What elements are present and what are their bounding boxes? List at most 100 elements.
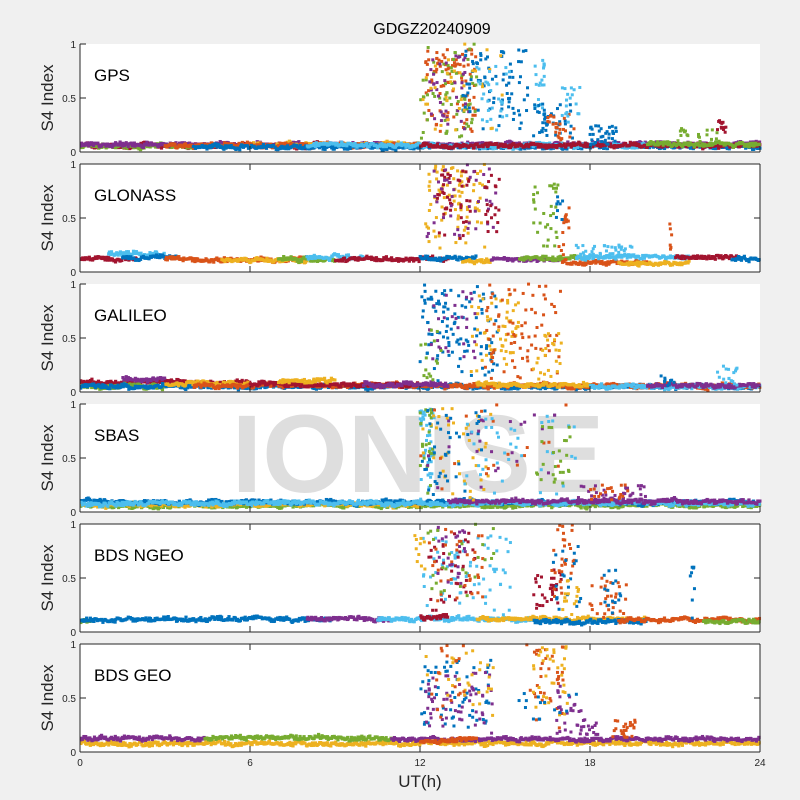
data-point: [228, 142, 232, 146]
data-point: [476, 200, 480, 204]
data-point: [432, 221, 436, 225]
data-point: [645, 145, 649, 149]
data-point: [539, 257, 543, 262]
data-point: [295, 259, 299, 263]
data-point: [120, 380, 124, 384]
data-point: [445, 48, 449, 52]
data-point: [280, 141, 284, 146]
data-point: [271, 143, 276, 147]
data-point: [518, 75, 522, 79]
data-point: [304, 259, 309, 263]
data-point: [747, 260, 751, 264]
data-point: [349, 142, 353, 147]
data-point: [546, 238, 550, 242]
data-point: [158, 256, 162, 260]
data-point: [159, 146, 164, 150]
data-point: [725, 146, 729, 151]
data-point: [757, 258, 761, 262]
data-point: [508, 75, 512, 79]
data-point: [616, 253, 620, 257]
data-point: [717, 256, 721, 260]
data-point: [389, 146, 393, 150]
data-point: [448, 201, 452, 205]
data-point: [397, 143, 401, 147]
data-point: [483, 75, 487, 79]
data-point: [134, 250, 138, 254]
data-point: [432, 60, 436, 64]
data-point: [443, 56, 447, 60]
data-point: [171, 145, 175, 149]
data-point: [447, 193, 451, 197]
data-point: [125, 142, 129, 147]
data-point: [583, 141, 587, 145]
data-point: [748, 141, 753, 146]
data-point: [541, 141, 545, 145]
data-point: [115, 251, 119, 255]
data-point: [323, 147, 327, 151]
data-point: [445, 195, 449, 199]
data-point: [170, 257, 174, 261]
data-point: [145, 140, 149, 144]
data-point: [426, 102, 430, 106]
data-point: [452, 61, 456, 65]
data-point: [672, 261, 676, 265]
data-point: [287, 142, 291, 146]
data-point: [446, 172, 450, 176]
data-point: [86, 257, 90, 261]
data-point: [591, 145, 595, 149]
data-point: [295, 147, 299, 151]
data-point: [464, 241, 468, 245]
data-point: [468, 72, 472, 76]
data-point: [511, 147, 516, 151]
data-point: [457, 143, 461, 147]
data-point: [492, 101, 496, 105]
data-point: [298, 144, 302, 148]
data-point: [545, 123, 549, 127]
data-point: [302, 142, 306, 146]
data-point: [499, 109, 503, 113]
data-point: [668, 243, 672, 247]
data-point: [406, 257, 411, 261]
data-point: [173, 142, 177, 146]
data-point: [521, 49, 525, 53]
data-point: [452, 115, 456, 119]
data-point: [456, 225, 460, 229]
data-point: [379, 146, 384, 150]
data-point: [309, 259, 314, 263]
data-point: [404, 143, 408, 147]
data-point: [603, 256, 607, 260]
data-point: [600, 259, 604, 264]
data-point: [687, 143, 691, 148]
data-point: [433, 64, 437, 68]
data-point: [480, 118, 484, 122]
data-point: [478, 196, 482, 200]
data-point: [608, 142, 613, 147]
data-point: [510, 257, 514, 261]
data-point: [214, 142, 218, 146]
data-point: [107, 256, 111, 260]
data-point: [272, 260, 276, 264]
data-point: [126, 250, 130, 254]
data-point: [456, 169, 460, 173]
data-point: [525, 143, 530, 147]
data-point: [717, 139, 721, 143]
data-point: [399, 141, 403, 145]
data-point: [484, 57, 488, 61]
data-point: [474, 69, 478, 73]
data-point: [545, 244, 549, 248]
data-point: [489, 173, 493, 177]
data-point: [289, 255, 293, 259]
data-point: [317, 146, 322, 150]
data-point: [540, 143, 544, 147]
data-point: [607, 125, 611, 129]
data-point: [453, 51, 457, 55]
data-point: [87, 144, 91, 148]
data-point: [568, 131, 572, 135]
data-point: [322, 256, 326, 260]
data-point: [549, 112, 553, 116]
data-point: [542, 113, 546, 117]
data-point: [490, 258, 495, 262]
data-point: [583, 258, 588, 262]
data-point: [342, 256, 346, 260]
